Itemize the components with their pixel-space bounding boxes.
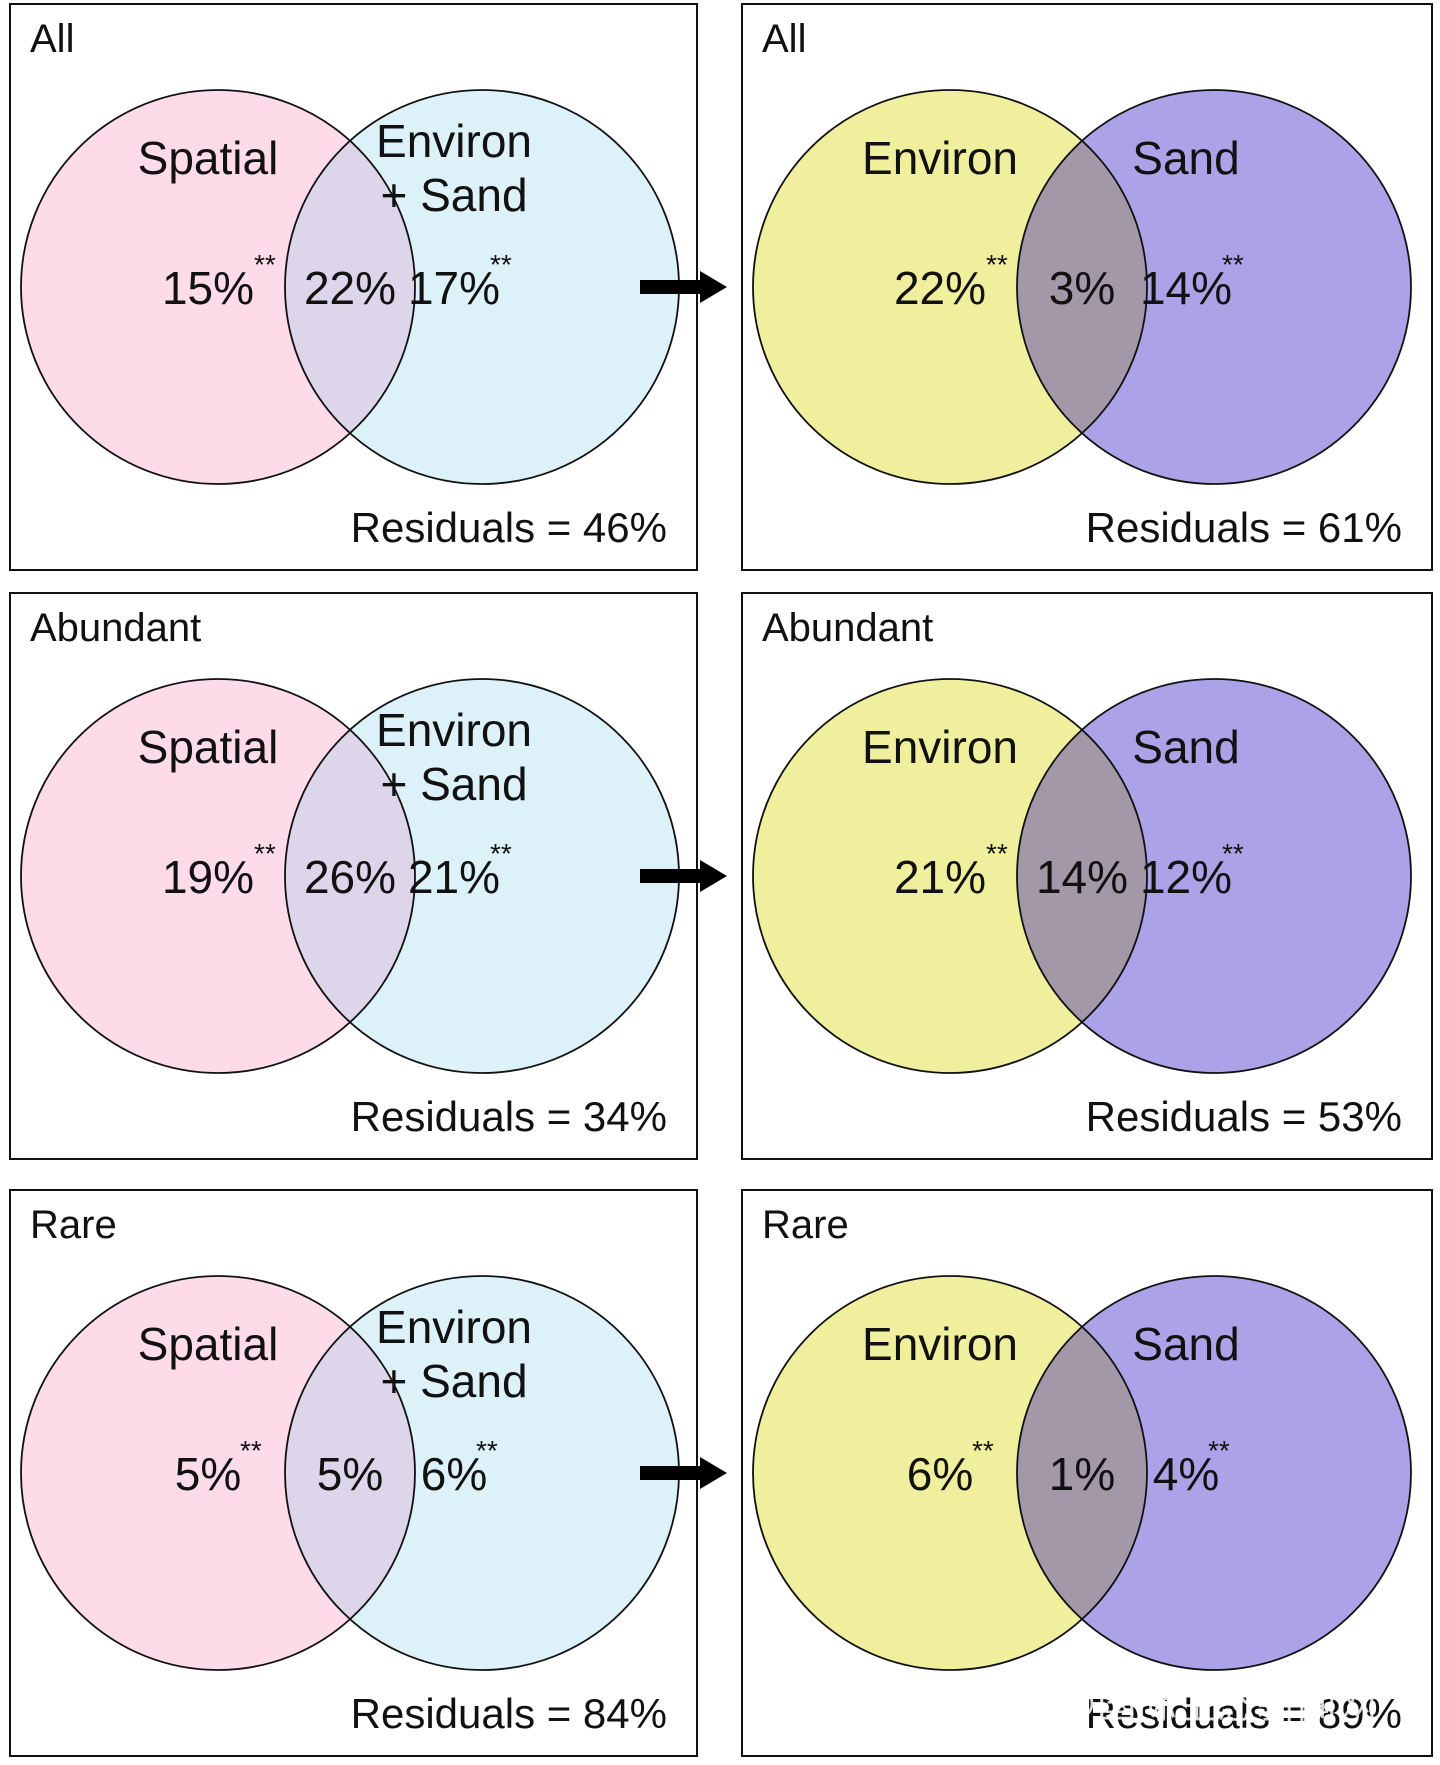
circle-a-value: 15% [162, 262, 254, 314]
circle-a-significance: ** [240, 1435, 262, 1466]
panel-title: Rare [762, 1203, 849, 1247]
right-arrow-icon [640, 860, 727, 892]
residuals-label: Residuals = 61% [1086, 504, 1402, 551]
circle-b-label: Environ [376, 115, 532, 167]
venn-circle-b-outline [1016, 678, 1412, 1074]
residuals-label: Residuals = 46% [351, 504, 667, 551]
circle-b-label: + Sand [380, 1355, 527, 1407]
venn-overlap [285, 90, 415, 484]
circle-a-value: 22% [894, 262, 986, 314]
circle-b-value: 12% [1140, 851, 1232, 903]
circle-b-label: Environ [376, 1301, 532, 1353]
residuals-label: Residuals = 84% [351, 1690, 667, 1737]
circle-b-significance: ** [490, 249, 512, 280]
circle-b-value: 21% [408, 851, 500, 903]
circle-b-label: + Sand [380, 758, 527, 810]
venn-circle-a-outline [752, 678, 1148, 1074]
overlap-value: 14% [1036, 851, 1128, 903]
circle-b-label: Sand [1132, 1318, 1239, 1370]
venn-overlap [285, 679, 415, 1073]
right-arrow-icon [640, 271, 727, 303]
circle-b-value: 6% [421, 1448, 487, 1500]
venn-circle-b-outline [1016, 1275, 1412, 1671]
circle-b-significance: ** [476, 1435, 498, 1466]
circle-a-label: Environ [862, 132, 1018, 184]
overlap-value: 5% [317, 1448, 383, 1500]
circle-a-value: 21% [894, 851, 986, 903]
circle-a-significance: ** [986, 838, 1008, 869]
circle-a-significance: ** [254, 838, 276, 869]
circle-a-significance: ** [986, 249, 1008, 280]
overlap-value: 1% [1049, 1448, 1115, 1500]
panel-title: All [762, 17, 806, 61]
circle-a-label: Spatial [138, 721, 279, 773]
circle-b-label: + Sand [380, 169, 527, 221]
circle-a-label: Spatial [138, 1318, 279, 1370]
circle-a-value: 6% [907, 1448, 973, 1500]
venn-circle-a-outline [20, 1275, 416, 1671]
residuals-label: Residuals = 53% [1086, 1093, 1402, 1140]
circle-b-significance: ** [1208, 1435, 1230, 1466]
venn-circle-a-outline [752, 89, 1148, 485]
overlap-value: 26% [304, 851, 396, 903]
venn-overlap [1017, 679, 1147, 1073]
panel-title: Abundant [762, 606, 933, 650]
overlap-value: 3% [1049, 262, 1115, 314]
venn-circle-a-outline [752, 1275, 1148, 1671]
circle-b-label: Sand [1132, 132, 1239, 184]
panel-title: Abundant [30, 606, 201, 650]
venn-overlap [285, 1276, 415, 1670]
circle-b-value: 17% [408, 262, 500, 314]
circle-b-label: Sand [1132, 721, 1239, 773]
circle-a-significance: ** [972, 1435, 994, 1466]
circle-b-significance: ** [1222, 249, 1244, 280]
overlap-value: 22% [304, 262, 396, 314]
circle-a-value: 5% [175, 1448, 241, 1500]
circle-b-label: Environ [376, 704, 532, 756]
circle-b-value: 14% [1140, 262, 1232, 314]
venn-overlap [1017, 90, 1147, 484]
venn-circle-b-outline [1016, 89, 1412, 485]
venn-overlap [1017, 1276, 1147, 1670]
panel-title: All [30, 17, 74, 61]
watermark-text: 知乎 @国际生态新闻网 [965, 1683, 1377, 1727]
venn-circle-a-outline [20, 89, 416, 485]
circle-a-significance: ** [254, 249, 276, 280]
circle-b-significance: ** [490, 838, 512, 869]
circle-a-label: Environ [862, 721, 1018, 773]
residuals-label: Residuals = 34% [351, 1093, 667, 1140]
residuals-label: Residuals = 89% [1086, 1690, 1402, 1737]
circle-b-value: 4% [1153, 1448, 1219, 1500]
venn-circle-a-outline [20, 678, 416, 1074]
circle-a-label: Spatial [138, 132, 279, 184]
circle-a-value: 19% [162, 851, 254, 903]
circle-b-significance: ** [1222, 838, 1244, 869]
right-arrow-icon [640, 1457, 727, 1489]
panel-title: Rare [30, 1203, 117, 1247]
circle-a-label: Environ [862, 1318, 1018, 1370]
